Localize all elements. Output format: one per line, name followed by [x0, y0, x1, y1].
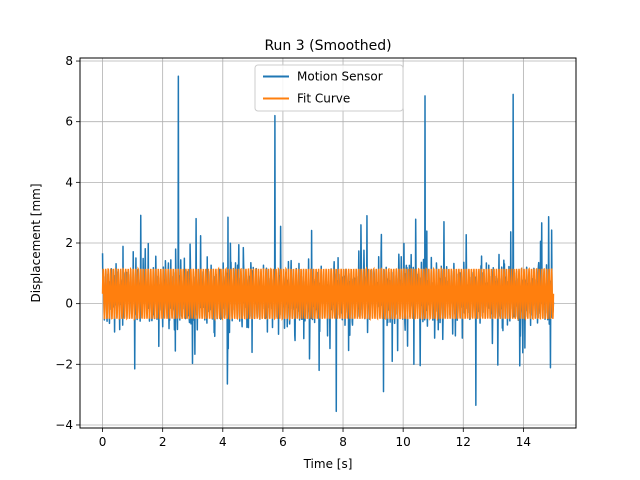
- x-tick-label: 12: [456, 435, 471, 449]
- x-tick-label: 0: [99, 435, 107, 449]
- y-tick-label: −2: [55, 357, 73, 371]
- y-tick-label: 0: [65, 297, 73, 311]
- series-line-fit-curve: [101, 266, 555, 322]
- x-tick-label: 2: [159, 435, 167, 449]
- x-axis-label: Time [s]: [303, 457, 353, 471]
- x-tick-label: 4: [219, 435, 227, 449]
- y-tick-label: −4: [55, 418, 73, 432]
- legend-box: [254, 64, 404, 112]
- x-tick-label: 14: [516, 435, 531, 449]
- y-axis-label: Displacement [mm]: [29, 183, 43, 302]
- y-tick-label: 2: [65, 236, 73, 250]
- legend: Motion Sensor Fit Curve: [254, 64, 404, 112]
- legend-label: Fit Curve: [297, 92, 350, 106]
- series-layer: [101, 75, 555, 413]
- x-tick-label: 8: [339, 435, 347, 449]
- y-tick-label: 4: [65, 175, 73, 189]
- x-axis: 0 2 4 6 8 10 12 14: [99, 428, 531, 449]
- chart-title: Run 3 (Smoothed): [264, 38, 391, 54]
- x-tick-label: 6: [279, 435, 287, 449]
- y-tick-label: 8: [65, 54, 73, 68]
- legend-label: Motion Sensor: [297, 70, 383, 84]
- y-tick-label: 6: [65, 115, 73, 129]
- y-axis: −4 −2 0 2 4 6 8: [55, 54, 80, 432]
- x-tick-label: 10: [396, 435, 411, 449]
